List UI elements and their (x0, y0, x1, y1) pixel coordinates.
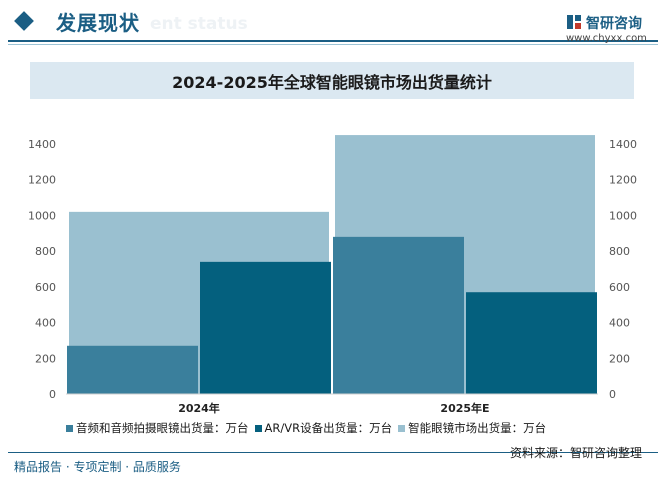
y-left-tick-label: 400 (35, 317, 56, 330)
bar-arvr-1 (200, 261, 331, 394)
legend-swatch-arvr (254, 424, 262, 432)
section-subtitle: ent status (150, 14, 248, 34)
y-right-tick-label: 1200 (609, 174, 637, 187)
bar-audio-2 (333, 236, 464, 394)
logo-icon (567, 15, 581, 29)
y-right-tick-label: 0 (609, 388, 616, 401)
y-right-tick-label: 1000 (609, 209, 637, 222)
footer-tagline: 精品报告 · 专项定制 · 品质服务 (14, 460, 181, 474)
y-right-tick-label: 400 (609, 317, 630, 330)
legend-item-audio: 音频和音频拍摄眼镜出货量：万台 (66, 420, 249, 436)
x-tick-label: 2024年 (178, 401, 220, 415)
x-tick-label: 2025年E (440, 401, 489, 415)
footer-divider (8, 452, 658, 453)
y-left-tick-label: 800 (35, 245, 56, 258)
header: 发展现状 ent status 智研咨询 www.chyxx.com (0, 0, 668, 50)
header-divider (8, 40, 658, 42)
legend-swatch-smart (398, 424, 406, 432)
legend-item-arvr: AR/VR设备出货量：万台 (254, 420, 393, 436)
legend-label-arvr: AR/VR设备出货量：万台 (264, 421, 393, 435)
legend-label-audio: 音频和音频拍摄眼镜出货量：万台 (76, 421, 249, 435)
source-note: 资料来源：智研咨询整理 (510, 446, 643, 460)
legend-label-smart: 智能眼镜市场出货量：万台 (408, 421, 547, 435)
y-left-tick-label: 0 (49, 388, 56, 401)
legend-swatch-audio (66, 424, 73, 432)
y-right-tick-label: 1400 (609, 138, 637, 151)
y-left-tick-label: 1000 (28, 209, 56, 222)
y-left-tick-label: 600 (35, 281, 56, 294)
bar-audio-1 (67, 345, 198, 394)
y-right-tick-label: 200 (609, 352, 630, 365)
logo-name: 智研咨询 (586, 16, 642, 32)
brand-logo: 智研咨询 www.chyxx.com (566, 12, 666, 46)
legend-item-smart: 智能眼镜市场出货量：万台 (398, 420, 546, 436)
section-title: 发展现状 (56, 11, 140, 35)
y-right-tick-label: 800 (609, 245, 630, 258)
y-left-tick-label: 1400 (28, 138, 56, 151)
logo-url: www.chyxx.com (566, 33, 647, 44)
chart-title-bar: 2024-2025年全球智能眼镜市场出货量统计 (30, 62, 634, 99)
legend: 音频和音频拍摄眼镜出货量：万台 AR/VR设备出货量：万台 智能眼镜市场出货量：… (66, 420, 626, 436)
y-left-tick-label: 200 (35, 352, 56, 365)
y-right-tick-label: 600 (609, 281, 630, 294)
chart-title: 2024-2025年全球智能眼镜市场出货量统计 (172, 72, 492, 92)
header-divider-thin (8, 44, 658, 45)
y-left-tick-label: 1200 (28, 174, 56, 187)
bar-arvr-2 (466, 292, 597, 394)
